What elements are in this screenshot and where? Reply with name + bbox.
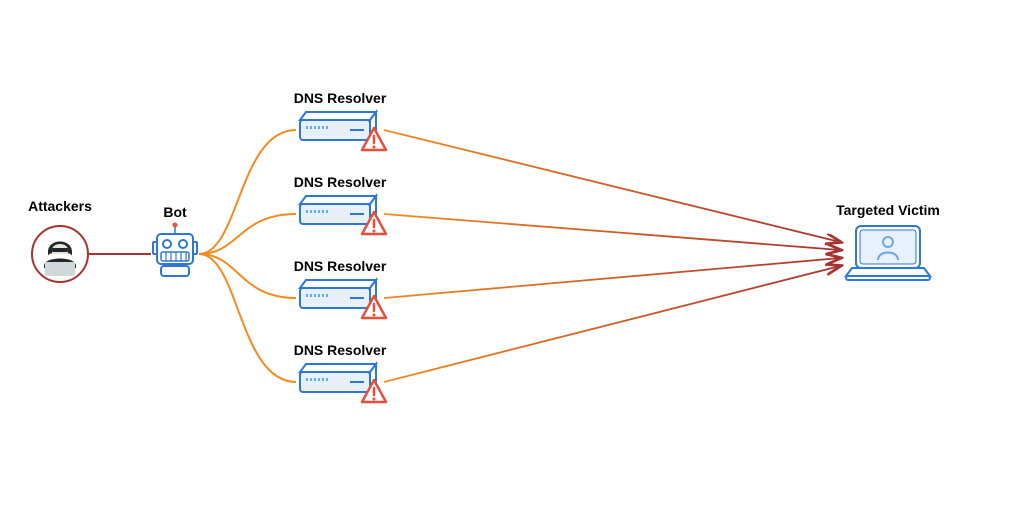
- attacker-icon: [30, 224, 90, 284]
- attacker-label: Attackers: [26, 198, 94, 214]
- server-icon: [292, 358, 388, 414]
- resolver-label: DNS Resolver: [292, 174, 388, 190]
- bot-icon: [147, 220, 203, 280]
- diagram-canvas: Attackers Bot: [0, 0, 1024, 508]
- server-icon: [292, 190, 388, 246]
- victim-laptop-icon: [843, 222, 933, 286]
- bot-label: Bot: [159, 204, 191, 220]
- resolver-label: DNS Resolver: [292, 258, 388, 274]
- edge-resolvers-victim: [384, 130, 840, 382]
- edge-bot-resolvers: [199, 130, 296, 382]
- resolver-label: DNS Resolver: [292, 90, 388, 106]
- server-icon: [292, 106, 388, 162]
- victim-label: Targeted Victim: [832, 202, 944, 218]
- resolver-label: DNS Resolver: [292, 342, 388, 358]
- server-icon: [292, 274, 388, 330]
